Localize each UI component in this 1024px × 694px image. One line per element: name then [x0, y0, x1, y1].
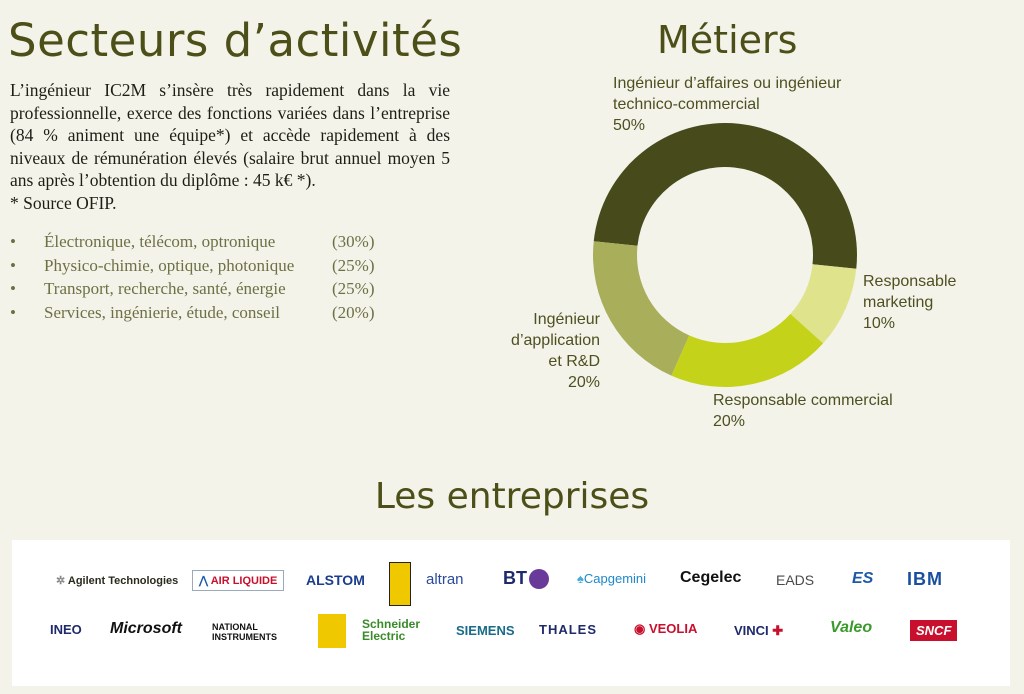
label-percent: 20% [713, 413, 746, 430]
label-line: technico-commercial [613, 96, 760, 113]
sector-list: • Électronique, télécom, optronique (30%) … [10, 230, 374, 324]
valeo-logo: Valeo [830, 619, 873, 636]
bt-logo: BT [503, 568, 549, 590]
sector-value: (20%) [332, 302, 375, 322]
renault-logo [318, 614, 346, 648]
thales-logo: THALES [539, 622, 597, 637]
air-liquide-logo: ⋀ AIR LIQUIDE [192, 570, 285, 591]
chart-label-commercial: Responsable commercial 20% [713, 390, 893, 432]
chart-label-affaires: Ingénieur d’affaires ou ingénieur techni… [613, 73, 841, 136]
metiers-donut-chart [593, 123, 857, 387]
sector-label: Services, ingénierie, étude, conseil [44, 302, 281, 322]
slice-application [593, 241, 690, 376]
vinci-logo: VINCI ✚ [734, 623, 784, 638]
sncf-logo: SNCF [910, 620, 958, 641]
es-logo: ES [852, 570, 874, 587]
list-item: • Physico-chimie, optique, photonique (25%… [10, 254, 374, 278]
list-item: • Services, ingénierie, étude, conseil (20… [10, 301, 374, 325]
chart-label-application: Ingénieur d’application et R&D 20% [480, 309, 600, 393]
label-line: et R&D [548, 353, 600, 370]
slice-commercial [671, 313, 824, 387]
alstom-logo: ALSTOM [306, 572, 365, 588]
label-line: Responsable commercial [713, 392, 893, 409]
slice-marketing [790, 264, 857, 344]
label-line: Responsable [863, 273, 957, 290]
entreprises-title: Les entreprises [374, 476, 650, 517]
cegelec-logo: Cegelec [680, 569, 742, 586]
label-line: marketing [863, 294, 934, 311]
agilent-logo: ✲ Agilent Technologies [56, 575, 179, 587]
label-line: d’application [511, 332, 600, 349]
sector-label: Transport, recherche, santé, énergie [44, 279, 286, 298]
label-percent: 50% [613, 117, 646, 134]
label-percent: 20% [567, 374, 600, 391]
label-percent: 10% [863, 315, 896, 332]
shield-emblem-logo [389, 562, 411, 606]
sector-label: Électronique, télécom, optronique [44, 232, 276, 251]
source-note: * Source OFIP. [10, 192, 117, 213]
siemens-logo: SIEMENS [456, 623, 515, 638]
sector-value: (25%) [332, 255, 375, 275]
ineo-logo: INEO [50, 622, 82, 637]
altran-logo: altran [426, 571, 464, 588]
schneider-logo: Schneider Electric [362, 617, 421, 643]
sector-label: Physico-chimie, optique, photonique [44, 255, 295, 275]
list-item: • Électronique, télécom, optronique (30%) [10, 230, 374, 254]
label-line: Ingénieur [533, 311, 600, 328]
sector-value: (30%) [332, 232, 375, 251]
chart-label-marketing: Responsable marketing 10% [863, 271, 956, 334]
capgemini-logo: ♠Capgemini [577, 571, 647, 586]
company-logos-panel: ✲ Agilent Technologies ⋀ AIR LIQUIDE ALS… [12, 540, 1010, 686]
intro-text: L’ingénieur IC2M s’insère très rapidemen… [10, 80, 450, 190]
list-item: • Transport, recherche, santé, énergie (25… [10, 277, 374, 301]
eads-logo: EADS [776, 572, 815, 588]
veolia-logo: ◉ VEOLIA [634, 621, 698, 636]
microsoft-logo: Microsoft [110, 620, 182, 637]
metiers-title: Métiers [657, 18, 798, 62]
secteurs-title: Secteurs d’activités [8, 14, 463, 67]
slice-affaires [593, 123, 857, 269]
label-line: Ingénieur d’affaires ou ingénieur [613, 75, 842, 92]
national-instruments-logo: NATIONAL INSTRUMENTS [212, 622, 277, 642]
intro-paragraph: L’ingénieur IC2M s’insère très rapidemen… [10, 79, 450, 214]
ibm-logo: IBM [907, 569, 943, 589]
sector-value: (25%) [332, 279, 375, 298]
